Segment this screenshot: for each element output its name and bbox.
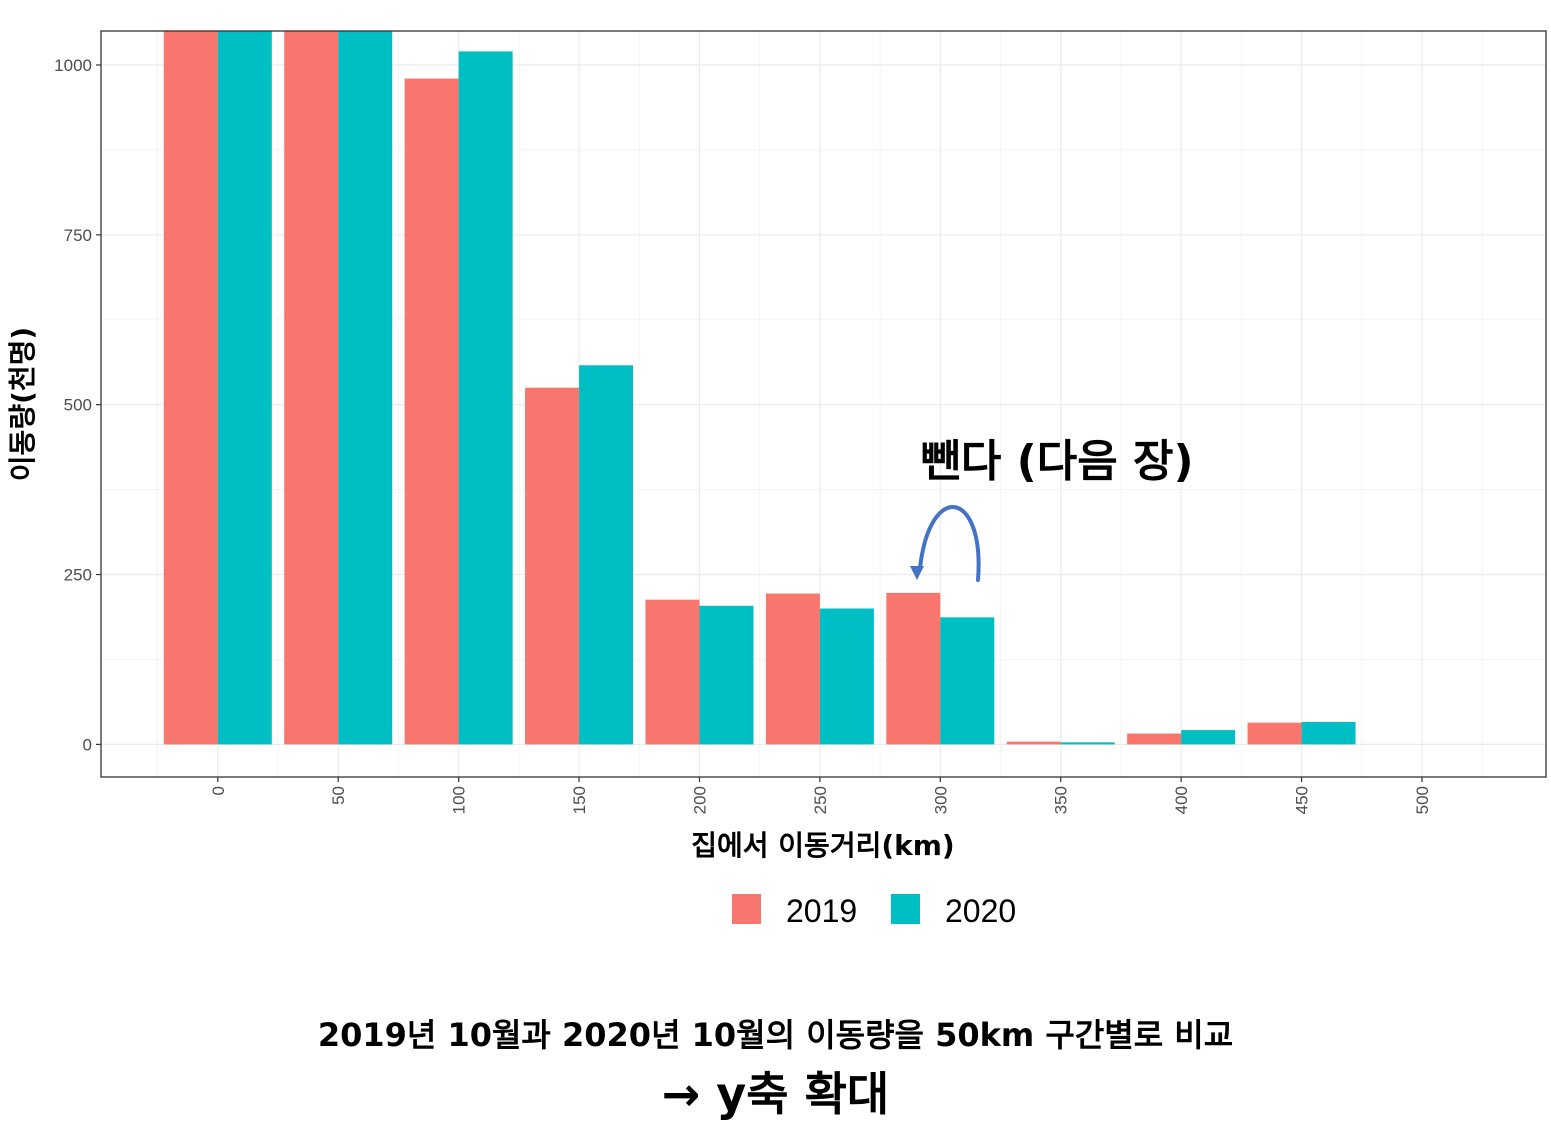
x-tick-label: 350 (1052, 786, 1071, 814)
y-tick-label: 500 (64, 396, 92, 415)
x-tick-label: 250 (811, 786, 830, 814)
annotation-arrow-curve (918, 505, 981, 582)
bar-2019-350 (1006, 741, 1061, 745)
x-tick-label: 450 (1293, 786, 1312, 814)
bar-2019-200 (645, 599, 700, 745)
y-tick-label: 750 (64, 226, 92, 245)
bar-2020-350 (1060, 742, 1115, 745)
x-tick-label: 400 (1172, 786, 1191, 814)
bar-2020-200 (699, 605, 754, 745)
bar-2019-0 (163, 31, 218, 745)
x-axis: 0 50 100 150 200 250 300 350 400 450 500 (209, 777, 1432, 814)
bar-2019-250 (765, 593, 820, 745)
y-axis-title: 이동량(천명) (6, 327, 39, 481)
y-tick-label: 0 (83, 735, 92, 754)
caption-conclusion: → y축 확대 (661, 1067, 890, 1121)
bar-2019-150 (525, 387, 580, 745)
bar-2020-100 (458, 51, 513, 745)
bar-2020-300 (940, 617, 995, 745)
legend: 2019 2020 (732, 893, 1016, 929)
x-tick-label: 300 (931, 786, 950, 814)
x-tick-label: 150 (570, 786, 589, 814)
bar-2019-450 (1247, 722, 1302, 745)
bar-2019-300 (886, 592, 941, 745)
bar-2020-50 (338, 31, 393, 745)
legend-label-2019: 2019 (786, 893, 857, 929)
annotation-arrowhead (910, 566, 924, 580)
y-tick-label: 1000 (54, 56, 92, 75)
chart: 0 250 500 750 1000 0 50 100 150 200 250 300 350 400 4… (6, 30, 1547, 929)
bar-2020-150 (579, 365, 634, 745)
bar-2019-100 (404, 78, 459, 745)
legend-label-2020: 2020 (945, 893, 1016, 929)
y-tick-label: 250 (64, 566, 92, 585)
bar-2019-50 (284, 31, 339, 745)
x-tick-label: 500 (1413, 786, 1432, 814)
annotation-text: 뺀다 (다음 장) (920, 436, 1193, 487)
caption-description: 2019년 10월과 2020년 10월의 이동량을 50km 구간별로 비교 (317, 1016, 1234, 1054)
x-tick-label: 0 (209, 786, 228, 795)
annotation: 뺀다 (다음 장) (910, 436, 1194, 582)
y-axis: 0 250 500 750 1000 (54, 56, 101, 754)
bar-2020-250 (819, 608, 874, 745)
bar-2020-400 (1181, 730, 1236, 745)
x-tick-label: 100 (450, 786, 469, 814)
x-tick-label: 50 (329, 786, 348, 805)
bar-2019-400 (1127, 733, 1182, 745)
x-tick-label: 200 (690, 786, 709, 814)
legend-key-2019 (732, 894, 761, 924)
legend-key-2020 (891, 894, 920, 924)
bars (163, 31, 1356, 745)
bar-2020-450 (1301, 721, 1356, 745)
bar-2020-0 (217, 31, 272, 745)
x-axis-title: 집에서 이동거리(km) (691, 829, 954, 862)
plot-panel-border (100, 30, 1547, 778)
